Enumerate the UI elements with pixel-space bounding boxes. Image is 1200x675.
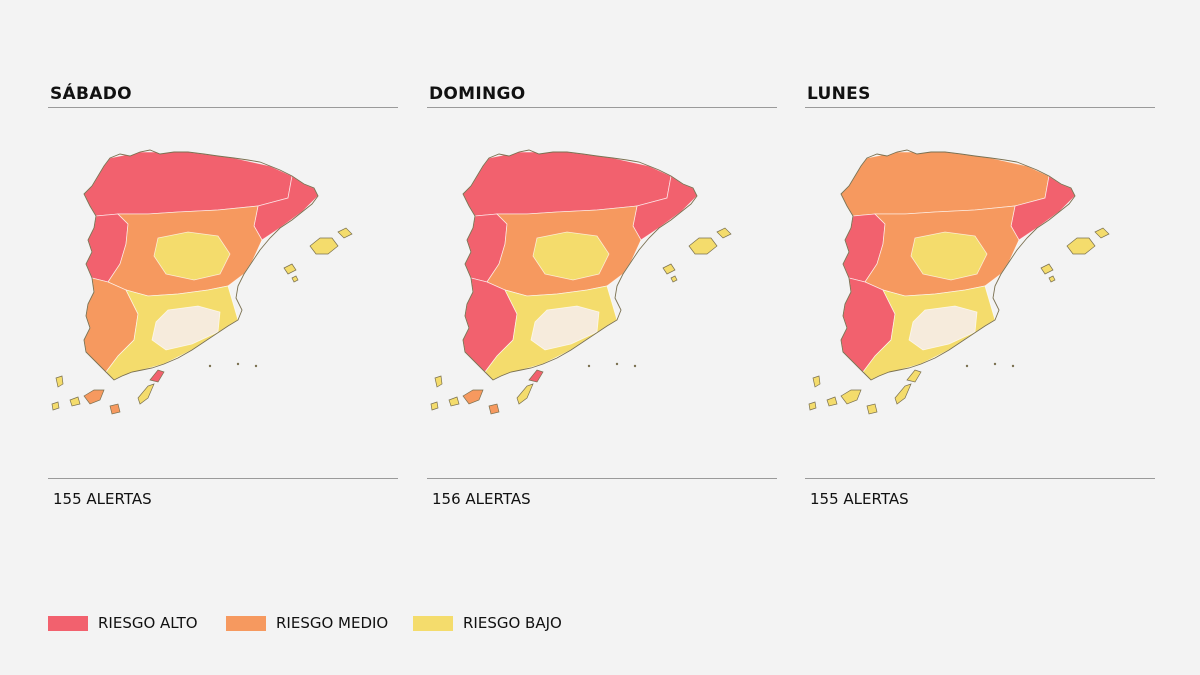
spain-risk-map	[808, 149, 1110, 415]
canarias-island	[812, 375, 821, 388]
canarias-island	[894, 383, 912, 405]
spain-risk-map	[51, 149, 353, 415]
panel-title: SÁBADO	[50, 84, 132, 104]
divider	[805, 478, 1155, 479]
region-south-core	[908, 305, 978, 351]
baleares-island	[1066, 237, 1096, 255]
canarias-island	[83, 389, 105, 405]
canarias-island	[826, 396, 838, 407]
islet-dot	[633, 364, 637, 368]
canarias-island	[149, 369, 165, 383]
region-center-core	[532, 231, 610, 281]
peninsula-regions	[84, 151, 318, 380]
canarias-island	[528, 369, 544, 383]
map-panel-sabado: SÁBADO 155 ALERTAS	[48, 70, 398, 510]
islet-dot	[208, 364, 212, 368]
baleares-island	[688, 237, 718, 255]
canarias-island	[516, 383, 534, 405]
region-center-core	[153, 231, 231, 281]
baleares-island	[716, 227, 732, 239]
peninsula-outline	[840, 149, 1076, 381]
baleares-island	[291, 275, 299, 283]
canarias-island	[55, 375, 64, 388]
legend-swatch	[413, 616, 453, 631]
peninsula-regions	[841, 151, 1075, 380]
map-panel-lunes: LUNES 155 ALERTAS	[805, 70, 1155, 510]
peninsula-outline	[462, 149, 698, 381]
canarias-island	[109, 403, 121, 415]
legend-label: RIESGO BAJO	[463, 614, 562, 632]
region-south-core	[151, 305, 221, 351]
spain-risk-map	[430, 149, 732, 415]
islet-dot	[236, 362, 240, 366]
islet-dot	[587, 364, 591, 368]
baleares-island	[337, 227, 353, 239]
baleares-island	[283, 263, 297, 275]
canarias-island	[448, 396, 460, 407]
divider	[427, 478, 777, 479]
map-panel-domingo: DOMINGO 156 ALERTAS	[427, 70, 777, 510]
peninsula-regions	[463, 151, 697, 380]
panel-title: DOMINGO	[429, 84, 526, 104]
baleares-island	[670, 275, 678, 283]
canarias-island	[51, 401, 60, 411]
legend-swatch	[226, 616, 266, 631]
peninsula-outline	[83, 149, 319, 381]
alert-count: 155 ALERTAS	[53, 490, 152, 508]
divider	[427, 107, 777, 108]
legend-swatch	[48, 616, 88, 631]
islet-dot	[254, 364, 258, 368]
divider	[805, 107, 1155, 108]
baleares-island	[662, 263, 676, 275]
alert-count: 155 ALERTAS	[810, 490, 909, 508]
canarias-island	[808, 401, 817, 411]
canarias-island	[906, 369, 922, 383]
islet-dot	[1011, 364, 1015, 368]
canarias-island	[488, 403, 500, 415]
baleares-island	[1094, 227, 1110, 239]
divider	[48, 478, 398, 479]
canarias-island	[137, 383, 155, 405]
region-south-core	[530, 305, 600, 351]
canarias-island	[69, 396, 81, 407]
canarias-island	[462, 389, 484, 405]
alert-count: 156 ALERTAS	[432, 490, 531, 508]
islet-dot	[993, 362, 997, 366]
legend-label: RIESGO MEDIO	[276, 614, 389, 632]
islet-dot	[615, 362, 619, 366]
baleares-island	[1048, 275, 1056, 283]
canarias-island	[430, 401, 439, 411]
canarias-island	[434, 375, 443, 388]
legend-label: RIESGO ALTO	[98, 614, 198, 632]
divider	[48, 107, 398, 108]
panel-title: LUNES	[807, 84, 871, 104]
canarias-island	[840, 389, 862, 405]
islet-dot	[965, 364, 969, 368]
region-center-core	[910, 231, 988, 281]
baleares-island	[1040, 263, 1054, 275]
canarias-island	[866, 403, 878, 415]
baleares-island	[309, 237, 339, 255]
